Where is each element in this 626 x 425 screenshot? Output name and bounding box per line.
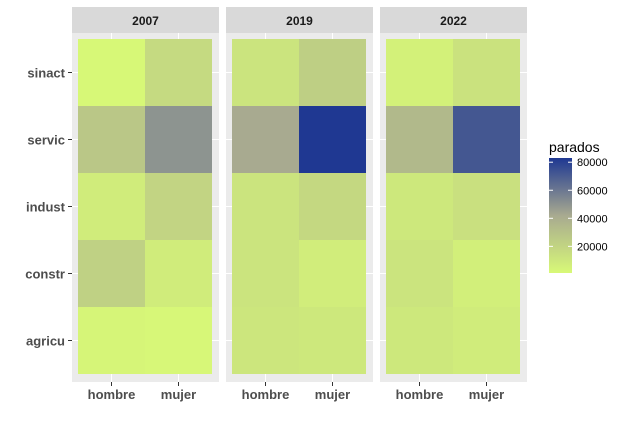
heatmap-cell-2007-mujer-agricu	[145, 307, 212, 374]
facet-strip	[380, 7, 527, 33]
y-tick-label: agricu	[26, 334, 65, 349]
facet-2007: 2007 hombre mujer	[72, 7, 219, 402]
y-axis: sinact servic indust constr agricu	[25, 66, 72, 349]
facet-panels: 2007 hombre mujer 2019 hombre mujer 2022 hombre…	[72, 7, 527, 402]
x-tick-label: mujer	[469, 387, 504, 402]
heatmap-cell-2007-hombre-constr	[78, 240, 145, 307]
y-tick-label: indust	[26, 200, 66, 215]
heatmap-cell-2022-mujer-servic	[453, 106, 520, 173]
heatmap-cell-2019-hombre-agricu	[232, 307, 299, 374]
heatmap-cell-2007-hombre-agricu	[78, 307, 145, 374]
heatmap-cell-2022-hombre-agricu	[386, 307, 453, 374]
legend-title: parados	[549, 139, 600, 155]
facet-label: 2007	[132, 14, 159, 28]
facet-label: 2022	[440, 14, 467, 28]
legend-label: 20000	[577, 241, 608, 253]
heatmap-cell-2022-mujer-sinact	[453, 39, 520, 106]
x-tick-label: hombre	[242, 387, 290, 402]
heatmap-cell-2022-hombre-constr	[386, 240, 453, 307]
y-tick-label: constr	[25, 267, 65, 282]
legend: parados 20000 40000 60000 80000	[549, 139, 608, 273]
heatmap-cell-2019-mujer-servic	[299, 106, 366, 173]
x-tick-label: hombre	[396, 387, 444, 402]
legend-label: 60000	[577, 185, 608, 197]
heatmap-cell-2019-hombre-indust	[232, 173, 299, 240]
heatmap-cell-2022-mujer-indust	[453, 173, 520, 240]
heatmap-cell-2022-mujer-constr	[453, 240, 520, 307]
heatmap-cell-2022-hombre-sinact	[386, 39, 453, 106]
heatmap-cell-2007-hombre-servic	[78, 106, 145, 173]
facet-strip	[226, 7, 373, 33]
legend-label: 40000	[577, 213, 608, 225]
heatmap-cell-2022-hombre-servic	[386, 106, 453, 173]
heatmap-cell-2007-mujer-sinact	[145, 39, 212, 106]
heatmap-cell-2019-mujer-sinact	[299, 39, 366, 106]
heatmap-cell-2022-hombre-indust	[386, 173, 453, 240]
x-tick-label: mujer	[315, 387, 350, 402]
heatmap-cell-2007-mujer-servic	[145, 106, 212, 173]
facet-strip	[72, 7, 219, 33]
heatmap-cell-2007-hombre-sinact	[78, 39, 145, 106]
heatmap-cell-2019-hombre-constr	[232, 240, 299, 307]
facet-label: 2019	[286, 14, 313, 28]
y-tick-label: sinact	[27, 66, 65, 81]
y-tick-label: servic	[27, 133, 65, 148]
heatmap-cell-2022-mujer-agricu	[453, 307, 520, 374]
heatmap-cell-2019-mujer-agricu	[299, 307, 366, 374]
heatmap-cell-2019-hombre-sinact	[232, 39, 299, 106]
facet-2019: 2019 hombre mujer	[226, 7, 373, 402]
x-tick-label: hombre	[88, 387, 136, 402]
x-tick-label: mujer	[161, 387, 196, 402]
heatmap-cell-2019-hombre-servic	[232, 106, 299, 173]
legend-label: 80000	[577, 157, 608, 169]
heatmap-cell-2019-mujer-indust	[299, 173, 366, 240]
heatmap-cell-2007-mujer-indust	[145, 173, 212, 240]
legend-colorbar	[549, 158, 572, 273]
facet-2022: 2022 hombre mujer	[380, 7, 527, 402]
heatmap-cell-2007-mujer-constr	[145, 240, 212, 307]
heatmap-cell-2007-hombre-indust	[78, 173, 145, 240]
heatmap-cell-2019-mujer-constr	[299, 240, 366, 307]
